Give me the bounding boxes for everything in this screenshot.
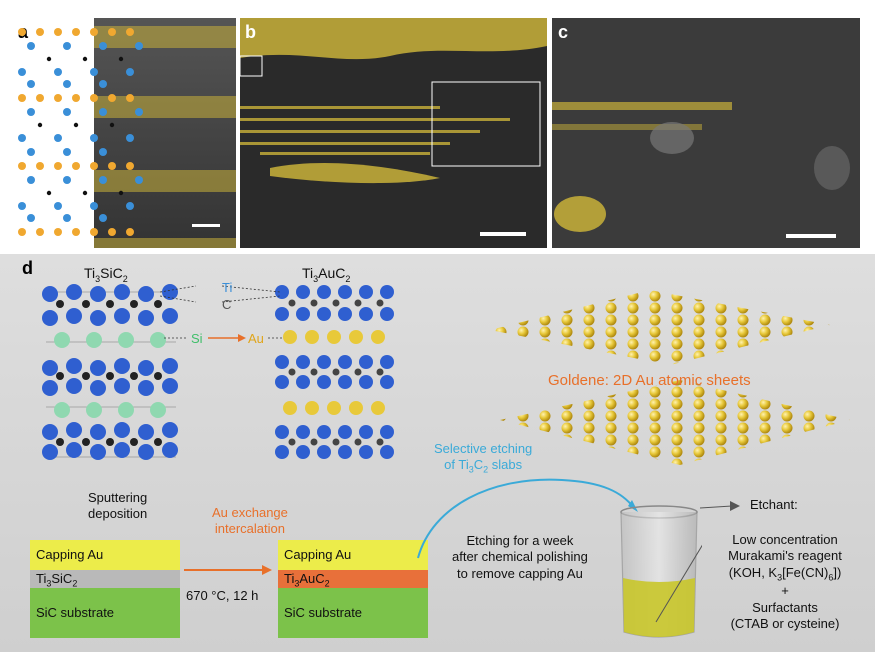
left-capping-au-layer: Capping Au <box>30 540 180 570</box>
ti3sic2-crystal-model <box>42 284 178 460</box>
left-sic-substrate-layer: SiC substrate <box>30 588 180 638</box>
etching-description: Etching for a week after chemical polish… <box>452 533 588 581</box>
left-ti3sic2-layer: Ti3SiC2 <box>30 570 180 589</box>
sputtering-deposition-label: Sputtering deposition <box>88 490 148 522</box>
panel-label-d: d <box>22 258 33 278</box>
beaker-illustration <box>620 505 702 638</box>
temperature-time-label: 670 °C, 12 h <box>186 588 259 603</box>
exchange-arrow <box>184 565 272 575</box>
goldene-sheets-illustration <box>490 290 850 465</box>
panel-c-image <box>552 18 860 248</box>
element-leader-lines <box>160 285 284 342</box>
etchant-composition: Low concentration Murakami's reagent (KO… <box>728 532 842 631</box>
etching-arrow <box>417 478 638 559</box>
ti3auc2-title: Ti3AuC2 <box>302 265 351 284</box>
selective-etching-label: Selective etching of Ti3C2 slabs <box>434 441 533 475</box>
ti3sic2-title: Ti3SiC2 <box>84 265 128 284</box>
panel-a-stem-image <box>94 18 236 248</box>
right-ti3auc2-layer: Ti3AuC2 <box>278 570 428 589</box>
ti3auc2-sample-block: Capping Au Ti3AuC2 SiC substrate <box>278 540 428 640</box>
panel-label-c: c <box>558 22 569 42</box>
panel-a-atom-model <box>18 28 143 236</box>
right-sic-substrate-layer: SiC substrate <box>278 588 428 638</box>
panel-label-b: b <box>245 22 256 42</box>
right-capping-au-layer: Capping Au <box>278 540 428 570</box>
panel-c-stem-image <box>552 18 860 248</box>
etchant-pointer-arrow <box>700 501 740 511</box>
label-au: Au <box>248 331 264 346</box>
panel-b-stem-image <box>240 18 547 248</box>
au-exchange-label: Au exchange intercalation <box>212 505 288 537</box>
label-c: C <box>222 297 232 312</box>
panel-a-image <box>94 18 236 248</box>
label-ti: Ti <box>222 280 233 295</box>
ti3auc2-crystal-model <box>275 285 394 459</box>
ti3sic2-sample-block: Capping Au Ti3SiC2 SiC substrate <box>30 540 180 640</box>
goldene-label: Goldene: 2D Au atomic sheets <box>548 372 751 389</box>
label-si: Si <box>191 331 203 346</box>
etchant-label: Etchant: <box>750 497 798 512</box>
panel-b-image <box>240 18 547 248</box>
